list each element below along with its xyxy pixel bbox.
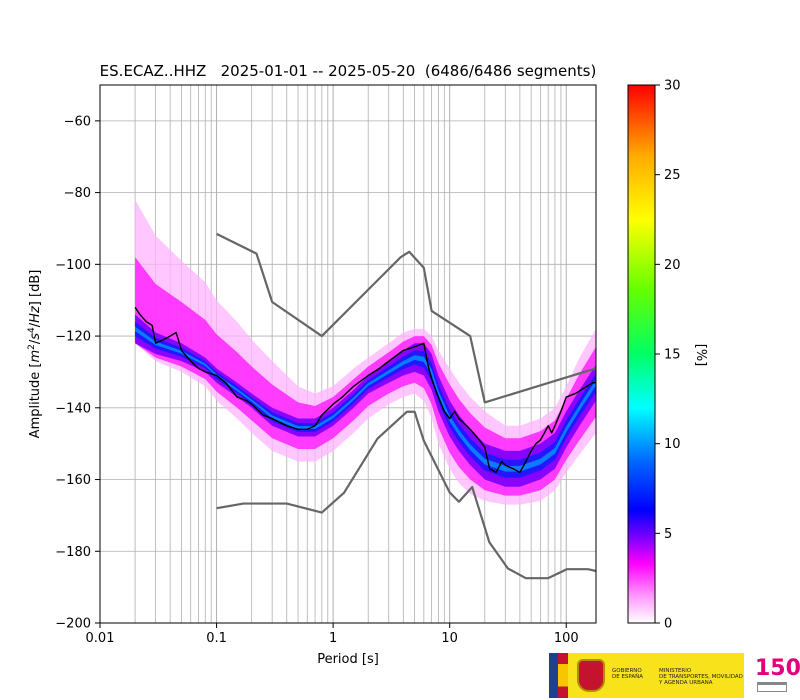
colorbar-tick-label: 0: [664, 617, 672, 632]
x-tick-label: 100: [554, 631, 579, 646]
colorbar-tick-label: 20: [664, 258, 681, 273]
density-field: [135, 199, 596, 505]
ministry-label: MINISTERIO DE TRANSPORTES, MOVILIDAD Y A…: [659, 668, 743, 686]
y-tick-label: −200: [55, 617, 91, 632]
density-core-band: [135, 314, 596, 487]
y-axis-label: Amplitude [m2/s4/Hz] [dB]: [27, 270, 43, 439]
coat-of-arms-icon: [577, 659, 605, 692]
y-tick-label: −180: [55, 545, 91, 560]
colorbar-tick-label: 5: [664, 527, 672, 542]
high-noise-model-line: [216, 232, 596, 404]
building-icon: [757, 682, 787, 692]
colorbar-ticks: 0 5 10 15 20 25 30: [655, 79, 681, 632]
colorbar-tick-label: 30: [664, 79, 681, 94]
colorbar-label: [%]: [693, 344, 708, 367]
density-peak-band: [135, 326, 596, 472]
density-inner-band: [135, 321, 596, 478]
y-tick-label: −80: [64, 186, 91, 201]
colorbar-tick-label: 10: [664, 437, 681, 452]
colorbar-tick-label: 15: [664, 348, 681, 363]
y-tick-label: −160: [55, 473, 91, 488]
government-label: GOBIERNO DE ESPAÑA: [612, 668, 644, 680]
x-tick-label: 10: [441, 631, 458, 646]
colorbar-tick-label: 25: [664, 168, 681, 183]
ign-anniversary-logo: 150: [755, 658, 800, 698]
x-axis-ticks: 0.01 0.1 1 10 100: [86, 623, 579, 646]
spain-eu-flag-icon: [549, 653, 568, 698]
y-tick-label: −120: [55, 330, 91, 345]
x-axis-label: Period [s]: [317, 652, 379, 667]
government-logo-banner: GOBIERNO DE ESPAÑA MINISTERIO DE TRANSPO…: [549, 653, 744, 698]
x-tick-label: 0.1: [206, 631, 227, 646]
y-tick-label: −100: [55, 258, 91, 273]
mode-line: [134, 306, 596, 474]
chart-title: ES.ECAZ..HHZ 2025-01-01 -- 2025-05-20 (6…: [100, 62, 597, 80]
ign-mark: 150: [755, 656, 800, 681]
colorbar: [627, 84, 656, 624]
density-mid-band: [135, 257, 596, 496]
x-tick-label: 0.01: [86, 631, 115, 646]
plot-frame: [99, 84, 597, 624]
y-tick-label: −60: [64, 114, 91, 129]
x-tick-label: 1: [329, 631, 337, 646]
series-lines: [134, 232, 596, 580]
y-axis-ticks: −200 −180 −160 −140 −120 −100 −80 −60: [55, 114, 100, 632]
y-tick-label: −140: [55, 401, 91, 416]
low-noise-model-line: [216, 410, 596, 580]
